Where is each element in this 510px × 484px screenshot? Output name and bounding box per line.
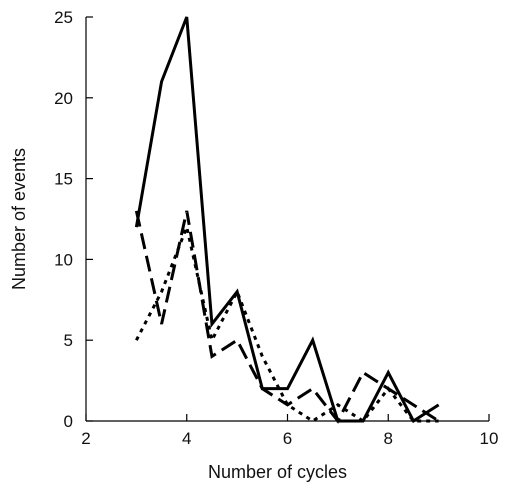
y-tick-label: 15 [54, 170, 73, 189]
x-tick-label: 4 [182, 429, 191, 448]
plot-area [134, 16, 440, 424]
x-tick-label: 6 [283, 429, 292, 448]
y-tick-label: 5 [64, 331, 73, 350]
x-tick-label: 10 [480, 429, 499, 448]
x-tick-label: 2 [81, 429, 90, 448]
x-tick-label: 8 [384, 429, 393, 448]
x-axis-title: Number of cycles [208, 462, 347, 482]
series-line-dotted [135, 221, 439, 424]
y-tick-label: 0 [64, 412, 73, 431]
y-axis-title: Number of events [9, 148, 29, 290]
axes [85, 17, 489, 422]
y-ticks: 0 5 10 15 20 25 [54, 8, 93, 431]
y-tick-label: 25 [54, 8, 73, 27]
x-ticks: 2 4 6 8 10 [81, 414, 498, 448]
y-tick-label: 10 [54, 250, 73, 269]
y-tick-label: 20 [54, 89, 73, 108]
series-line-solid [134, 16, 440, 424]
